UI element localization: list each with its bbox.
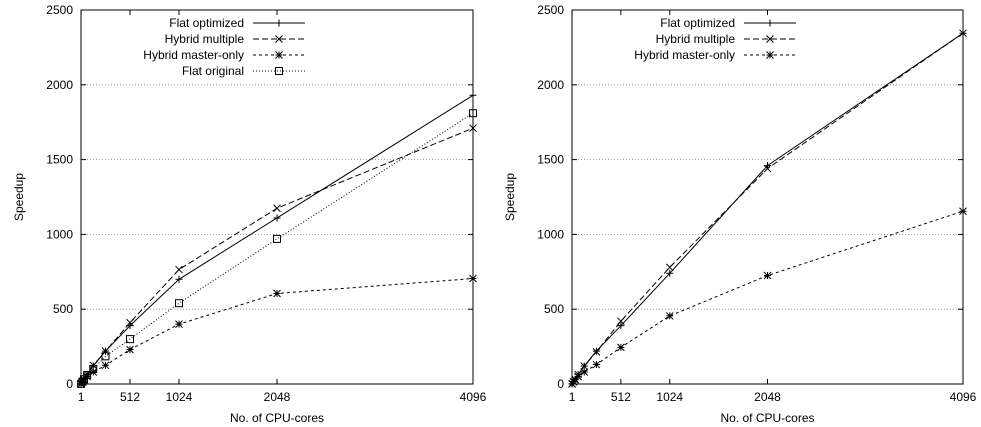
data-point <box>959 207 967 216</box>
y-tick-label: 500 <box>53 302 73 316</box>
data-point <box>469 91 477 99</box>
data-point <box>273 214 281 222</box>
data-point <box>666 269 674 277</box>
y-tick-label: 0 <box>557 377 564 391</box>
x-tick-label: 1024 <box>656 390 683 404</box>
data-point <box>665 263 674 272</box>
y-tick-label: 0 <box>66 377 73 391</box>
plot-frame <box>80 9 474 385</box>
x-tick-label: 4096 <box>460 390 487 404</box>
data-point <box>83 371 92 380</box>
legend-label: Hybrid multiple <box>656 32 736 46</box>
x-axis-label: No. of CPU-cores <box>230 411 324 425</box>
legend-label: Flat original <box>182 64 244 78</box>
x-axis-label: No. of CPU-cores <box>720 411 814 425</box>
legend-marker <box>766 19 774 27</box>
data-point <box>763 271 772 280</box>
series-hybrid-master-only <box>568 207 967 388</box>
y-tick-label: 1000 <box>537 227 564 241</box>
legend-label: Flat optimized <box>660 16 735 30</box>
x-tick-label: 2048 <box>754 390 781 404</box>
x-tick-label: 2048 <box>264 390 291 404</box>
data-point <box>101 347 110 355</box>
legend-label: Hybrid master-only <box>143 48 244 62</box>
data-point <box>959 29 967 38</box>
y-tick-label: 1500 <box>46 153 73 167</box>
legend-marker <box>275 35 283 43</box>
legend: Flat optimized Hybrid multiple Hybrid mast… <box>634 16 796 62</box>
data-point <box>574 372 582 381</box>
data-point <box>617 322 625 330</box>
series-hybrid-multiple <box>77 124 477 388</box>
x-tick-label: 4096 <box>950 390 977 404</box>
data-point <box>175 265 183 274</box>
data-point <box>273 289 281 298</box>
legend-label: Hybrid master-only <box>634 48 735 62</box>
y-axis-label: Speedup <box>503 173 517 221</box>
x-tick-label: 512 <box>120 390 140 404</box>
series-flat-original <box>77 109 477 388</box>
data-point <box>273 204 281 213</box>
y-axis-label: Speedup <box>12 173 26 221</box>
legend: Flat optimized Hybrid multiple Hybrid mast… <box>143 16 305 78</box>
data-point <box>175 320 183 329</box>
y-tick-label: 2500 <box>46 3 73 17</box>
y-tick-label: 2000 <box>537 78 564 92</box>
chart-2: 0 500 1000 1500 2000 2500 1 512 1024 2048 4096 No. … <box>503 3 977 425</box>
y-tick-label: 500 <box>544 302 564 316</box>
data-point <box>580 362 589 370</box>
data-point <box>175 275 183 283</box>
data-point <box>101 352 110 361</box>
data-point <box>763 164 772 173</box>
y-tick-label: 1500 <box>537 153 564 167</box>
data-point <box>273 234 281 243</box>
legend-marker <box>275 67 283 75</box>
series-hybrid-multiple <box>568 29 967 388</box>
series-line <box>80 94 474 385</box>
x-tick-label: 512 <box>611 390 631 404</box>
series-line <box>80 278 474 385</box>
series-line <box>80 127 474 385</box>
plot-frame <box>571 9 964 385</box>
data-point <box>126 345 134 354</box>
y-tick-label: 1000 <box>46 227 73 241</box>
data-point <box>469 109 477 118</box>
x-tick-label: 1024 <box>166 390 193 404</box>
data-point <box>592 347 601 356</box>
data-point <box>89 365 98 374</box>
data-point <box>126 318 134 327</box>
data-point <box>469 124 477 133</box>
series-line <box>571 32 964 385</box>
data-point <box>469 274 477 283</box>
series-flat-optimized <box>568 29 967 388</box>
x-tick-label: 1 <box>78 390 85 404</box>
legend-marker <box>766 35 774 43</box>
data-point <box>101 361 110 370</box>
data-point <box>580 368 589 376</box>
series-line <box>571 32 964 385</box>
legend-label: Hybrid multiple <box>165 32 245 46</box>
y-tick-label: 2000 <box>46 78 73 92</box>
legend-label: Flat optimized <box>169 16 244 30</box>
data-point <box>77 379 86 388</box>
legend-marker <box>275 51 283 59</box>
series-flat-optimized <box>77 91 477 388</box>
data-point <box>617 317 625 326</box>
legend-marker <box>275 19 283 27</box>
data-point <box>617 343 625 352</box>
x-tick-label: 1 <box>569 390 576 404</box>
series-hybrid-master-only <box>77 274 477 388</box>
data-point <box>665 312 674 320</box>
data-point <box>592 360 601 369</box>
data-point <box>78 377 87 386</box>
chart-1: 0 500 1000 1500 2000 2500 1 512 1024 2048 4096 No. … <box>12 3 487 425</box>
y-tick-label: 2500 <box>537 3 564 17</box>
series-line <box>80 112 474 385</box>
data-point <box>126 335 134 344</box>
data-point <box>89 368 98 376</box>
series-line <box>571 210 964 385</box>
legend-marker <box>766 51 774 59</box>
data-point <box>175 299 183 308</box>
